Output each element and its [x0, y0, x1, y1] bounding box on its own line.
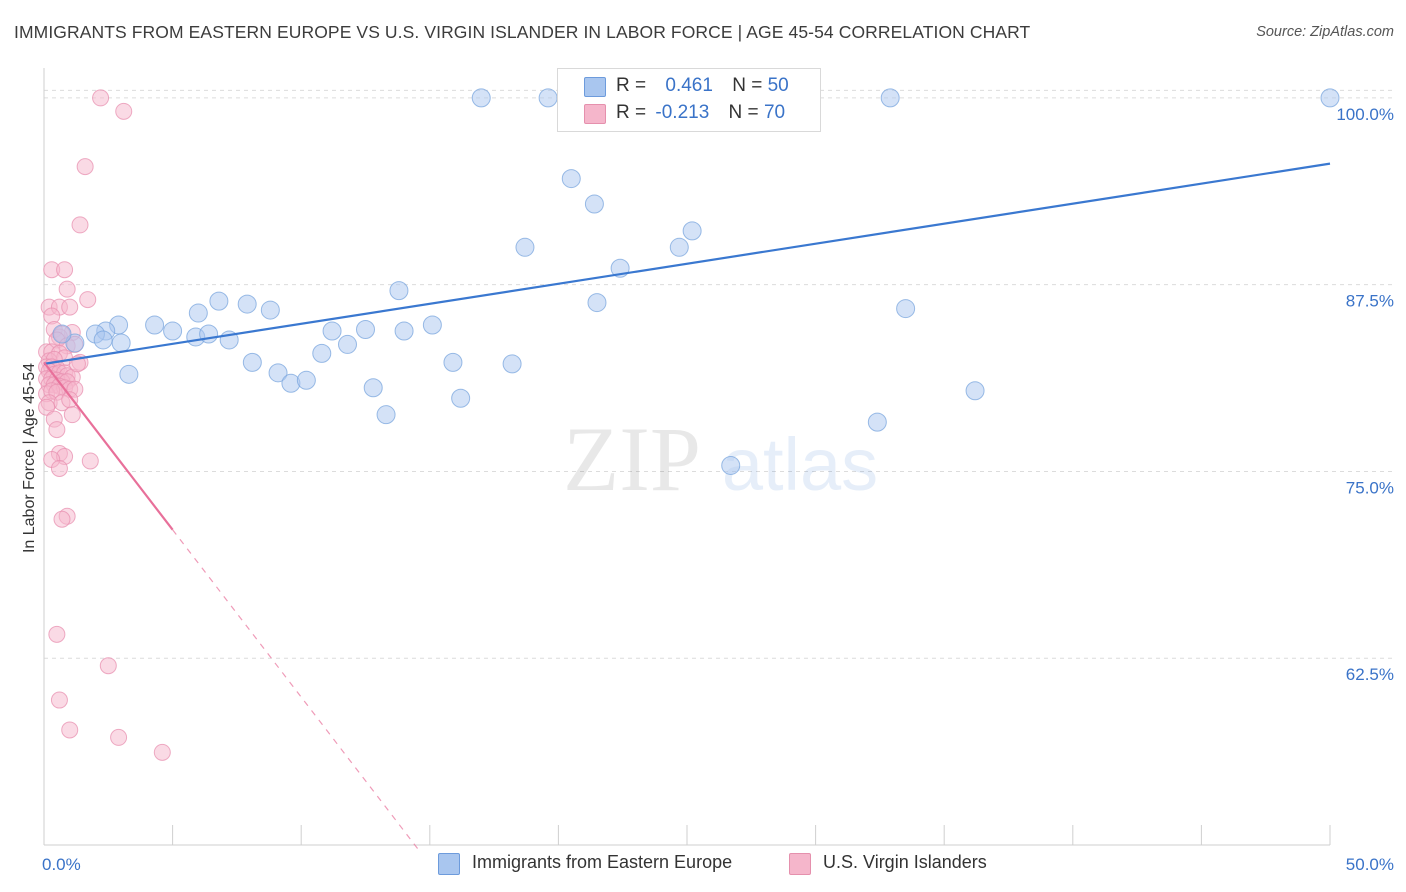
stats-legend: R = 0.461 N = 50 R = -0.213 N = 70 — [557, 68, 821, 132]
source-note: Source: ZipAtlas.com — [1256, 24, 1394, 40]
legend-r-value: 0.461 — [665, 75, 713, 96]
point-eastern-europe — [538, 88, 558, 108]
point-eastern-europe — [209, 291, 229, 311]
point-virgin-islanders — [110, 728, 128, 746]
point-eastern-europe — [561, 169, 581, 189]
bottom-legend-label: Immigrants from Eastern Europe — [472, 852, 733, 872]
y-tick-label: 75.0% — [1346, 478, 1394, 497]
point-eastern-europe — [268, 363, 288, 383]
legend-n-label: N = — [732, 75, 763, 96]
point-virgin-islanders — [76, 158, 94, 176]
point-virgin-islanders — [48, 625, 66, 643]
chart-title: IMMIGRANTS FROM EASTERN EUROPE VS U.S. V… — [14, 22, 1031, 42]
point-virgin-islanders — [50, 691, 68, 709]
legend-r-value: -0.213 — [655, 102, 710, 123]
point-eastern-europe — [237, 294, 257, 314]
point-eastern-europe — [721, 455, 741, 475]
legend-n-value: 70 — [763, 102, 786, 123]
point-virgin-islanders — [63, 406, 81, 424]
point-virgin-islanders — [56, 261, 74, 279]
point-eastern-europe — [422, 315, 442, 335]
point-eastern-europe — [867, 412, 887, 432]
bottom-legend-swatch-pink — [789, 853, 811, 875]
point-virgin-islanders — [115, 102, 133, 120]
point-eastern-europe — [363, 378, 383, 398]
point-virgin-islanders — [153, 743, 171, 761]
watermark-zip: ZIP — [563, 408, 701, 510]
point-eastern-europe — [260, 300, 280, 320]
point-virgin-islanders — [71, 216, 89, 234]
legend-r-label: R = — [616, 102, 647, 123]
point-virgin-islanders — [92, 89, 110, 107]
watermark-atlas: atlas — [722, 423, 878, 506]
bottom-legend-swatch-blue — [438, 853, 460, 875]
point-eastern-europe — [451, 388, 471, 408]
point-eastern-europe — [471, 88, 491, 108]
point-eastern-europe — [312, 343, 332, 363]
point-eastern-europe — [896, 299, 916, 319]
watermark: ZIP atlas — [563, 408, 878, 510]
point-eastern-europe — [52, 324, 72, 344]
point-eastern-europe — [1320, 88, 1340, 108]
legend-swatch-blue — [584, 77, 606, 97]
point-eastern-europe — [669, 237, 689, 257]
legend-n-value: 50 — [767, 75, 789, 96]
trend-line-virgin-islanders-extension — [172, 529, 420, 852]
point-eastern-europe — [965, 381, 985, 401]
legend-swatch-pink — [584, 104, 606, 124]
y-tick-label: 87.5% — [1346, 292, 1394, 311]
tick-labels: 62.5% 75.0% 87.5% 100.0% 0.0% 50.0% — [42, 105, 1394, 874]
x-tick-label: 50.0% — [1346, 855, 1394, 874]
point-eastern-europe — [296, 370, 316, 390]
y-tick-label: 100.0% — [1336, 105, 1394, 124]
point-eastern-europe — [111, 333, 131, 353]
point-virgin-islanders — [61, 298, 79, 316]
point-virgin-islanders — [50, 459, 68, 477]
point-virgin-islanders — [79, 291, 97, 309]
point-eastern-europe — [188, 303, 208, 323]
point-eastern-europe — [281, 373, 301, 393]
point-eastern-europe — [880, 88, 900, 108]
legend-r-label: R = — [616, 75, 647, 96]
point-virgin-islanders — [38, 398, 56, 416]
point-eastern-europe — [337, 334, 357, 354]
x-tick-label: 0.0% — [42, 855, 81, 874]
point-eastern-europe — [93, 330, 113, 350]
point-eastern-europe — [682, 221, 702, 241]
point-eastern-europe — [389, 281, 409, 301]
point-eastern-europe — [502, 354, 522, 374]
bottom-legend-label: U.S. Virgin Islanders — [823, 852, 987, 872]
point-eastern-europe — [163, 321, 183, 341]
point-eastern-europe — [394, 321, 414, 341]
series-virgin-islanders-points — [38, 89, 171, 761]
point-eastern-europe — [584, 194, 604, 214]
point-virgin-islanders — [53, 510, 71, 528]
axes — [43, 68, 1331, 846]
point-eastern-europe — [587, 293, 607, 313]
point-eastern-europe — [515, 237, 535, 257]
point-virgin-islanders — [48, 421, 66, 439]
y-tick-label: 62.5% — [1346, 665, 1394, 684]
trend-line-eastern-europe — [43, 162, 1331, 365]
point-virgin-islanders — [81, 452, 99, 470]
trend-line-virgin-islanders — [43, 361, 174, 531]
point-eastern-europe — [145, 315, 165, 335]
point-eastern-europe — [443, 352, 463, 372]
point-eastern-europe — [322, 321, 342, 341]
point-virgin-islanders — [58, 280, 76, 298]
point-virgin-islanders — [61, 721, 79, 739]
point-eastern-europe — [376, 405, 396, 425]
point-eastern-europe — [356, 319, 375, 339]
point-eastern-europe — [242, 352, 262, 372]
trend-lines — [43, 162, 1331, 852]
legend-n-label: N = — [728, 102, 759, 123]
point-virgin-islanders — [99, 657, 117, 675]
grid-lines — [44, 89, 1394, 659]
point-eastern-europe — [119, 364, 139, 384]
